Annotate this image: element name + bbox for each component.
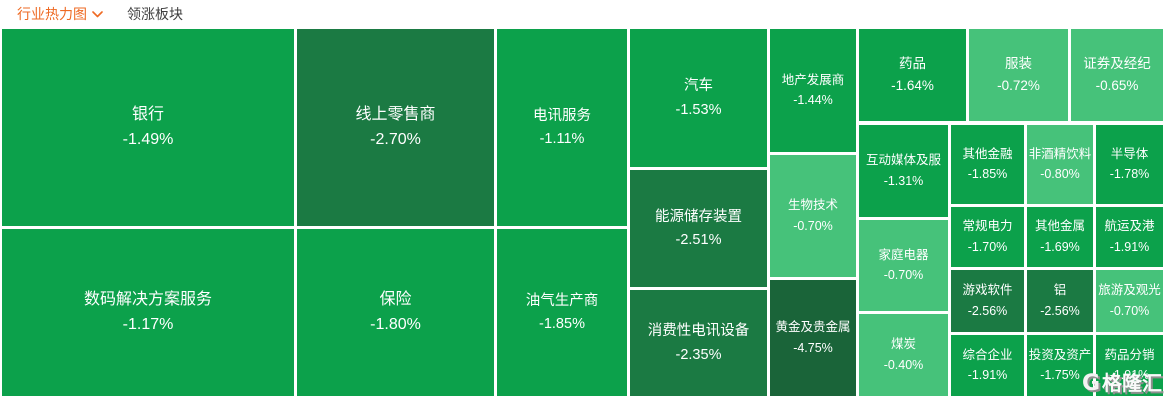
tile-change: -4.75% xyxy=(793,340,833,355)
tile-label: 综合企业 xyxy=(962,347,1013,362)
treemap-tile[interactable]: 非酒精饮料 -0.80% xyxy=(1027,125,1093,204)
tile-change: -1.53% xyxy=(675,101,722,118)
tile-label: 铝 xyxy=(1053,283,1067,297)
tile-label: 药品 xyxy=(899,55,926,71)
treemap-tile[interactable]: 半导体 -1.78% xyxy=(1096,125,1163,204)
tile-label: 消费性电讯设备 xyxy=(647,323,750,340)
tile-label: 服装 xyxy=(1005,55,1032,71)
tile-change: -0.40% xyxy=(883,357,924,372)
tile-label: 其他金属 xyxy=(1034,219,1085,233)
treemap-tile[interactable]: 数码解决方案服务 -1.17% xyxy=(2,229,294,396)
treemap-tile[interactable]: 汽车 -1.53% xyxy=(630,29,767,167)
treemap-tile[interactable]: 常规电力 -1.70% xyxy=(951,207,1024,267)
tile-label: 电讯服务 xyxy=(533,107,591,124)
tile-change: -1.91% xyxy=(1109,239,1150,254)
tile-change: -1.85% xyxy=(967,167,1008,181)
tile-label: 保险 xyxy=(379,290,412,308)
treemap-tile[interactable]: 其他金属 -1.69% xyxy=(1027,207,1093,267)
tile-change: -0.80% xyxy=(1040,167,1080,181)
tile-label: 煤炭 xyxy=(890,337,916,351)
tile-label: 投资及资产 xyxy=(1028,347,1092,362)
treemap-tile[interactable]: 能源储存装置 -2.51% xyxy=(630,170,767,287)
treemap-tile[interactable]: 银行 -1.49% xyxy=(2,29,294,226)
tile-label: 常规电力 xyxy=(962,219,1013,233)
tab-industry-heatmap[interactable]: 行业热力图 xyxy=(17,4,103,24)
treemap-tile[interactable]: 家庭电器 -0.70% xyxy=(859,220,948,311)
tile-change: -1.70% xyxy=(967,239,1008,254)
tile-change: -1.64% xyxy=(891,77,934,93)
tile-label: 生物技术 xyxy=(787,198,838,212)
treemap-tile[interactable]: 航运及港 -1.91% xyxy=(1096,207,1163,267)
treemap-tile[interactable]: 保险 -1.80% xyxy=(297,229,494,396)
treemap-tile[interactable]: 消费性电讯设备 -2.35% xyxy=(630,290,767,396)
treemap-tile[interactable]: 铝 -2.56% xyxy=(1027,270,1093,332)
treemap-tile[interactable]: 药品分销 -1.91% xyxy=(1096,335,1163,396)
tile-change: -1.91% xyxy=(967,368,1008,382)
tile-label: 家庭电器 xyxy=(878,247,929,262)
treemap-tile[interactable]: 其他金融 -1.85% xyxy=(951,125,1024,204)
treemap-tile[interactable]: 服装 -0.72% xyxy=(969,29,1068,121)
tab-leading-sectors[interactable]: 领涨板块 xyxy=(127,4,183,24)
tile-change: -1.85% xyxy=(539,316,585,332)
treemap-tile[interactable]: 煤炭 -0.40% xyxy=(859,314,948,396)
tile-change: -0.70% xyxy=(793,218,833,233)
tile-label: 非酒精饮料 xyxy=(1028,146,1092,161)
tile-change: -0.70% xyxy=(1109,303,1150,318)
tile-label: 互动媒体及服 xyxy=(865,153,941,167)
tile-label: 线上零售商 xyxy=(355,105,436,123)
tile-change: -0.65% xyxy=(1095,77,1139,93)
tile-change: -0.72% xyxy=(997,77,1040,93)
tile-change: -1.91% xyxy=(1109,368,1150,382)
tile-label: 汽车 xyxy=(684,78,713,95)
tile-label: 半导体 xyxy=(1110,146,1149,161)
tile-change: -2.35% xyxy=(675,346,722,363)
tile-change: -1.78% xyxy=(1109,167,1150,181)
tile-change: -1.44% xyxy=(793,93,833,107)
treemap-tile[interactable]: 生物技术 -0.70% xyxy=(770,155,856,277)
tile-label: 药品分销 xyxy=(1104,347,1155,362)
tile-change: -1.17% xyxy=(122,316,174,333)
treemap-tile[interactable]: 黄金及贵金属 -4.75% xyxy=(770,280,856,396)
treemap-tile[interactable]: 地产发展商 -1.44% xyxy=(770,29,856,152)
tile-label: 黄金及贵金属 xyxy=(775,320,851,334)
treemap-tile[interactable]: 综合企业 -1.91% xyxy=(951,335,1024,396)
tile-label: 油气生产商 xyxy=(525,292,599,309)
treemap-tile[interactable]: 游戏软件 -2.56% xyxy=(951,270,1024,332)
tile-change: -2.51% xyxy=(675,232,722,248)
tile-change: -1.80% xyxy=(370,316,421,333)
tile-change: -1.69% xyxy=(1040,239,1080,254)
tile-change: -2.56% xyxy=(1040,303,1080,318)
tab-industry-heatmap-label: 行业热力图 xyxy=(17,6,87,22)
treemap-tile[interactable]: 投资及资产 -1.75% xyxy=(1027,335,1093,396)
treemap-tile[interactable]: 药品 -1.64% xyxy=(859,29,966,121)
tile-change: -1.75% xyxy=(1040,368,1080,382)
tile-label: 数码解决方案服务 xyxy=(83,290,212,308)
tile-change: -1.11% xyxy=(539,131,585,147)
tile-change: -2.70% xyxy=(370,131,421,148)
tile-change: -1.49% xyxy=(122,131,174,148)
treemap-tile[interactable]: 线上零售商 -2.70% xyxy=(297,29,494,226)
tile-change: -1.31% xyxy=(883,173,924,188)
chevron-down-icon xyxy=(92,10,103,18)
treemap-tile[interactable]: 互动媒体及服 -1.31% xyxy=(859,125,948,217)
tab-leading-sectors-label: 领涨板块 xyxy=(127,6,183,22)
tile-label: 地产发展商 xyxy=(781,72,845,87)
treemap-tile[interactable]: 电讯服务 -1.11% xyxy=(497,29,627,226)
tile-label: 能源储存装置 xyxy=(655,208,742,225)
tile-label: 航运及港 xyxy=(1104,219,1155,233)
treemap-tile[interactable]: 旅游及观光 -0.70% xyxy=(1096,270,1163,332)
tile-label: 其他金融 xyxy=(962,146,1013,161)
tile-label: 游戏软件 xyxy=(962,283,1013,297)
tile-change: -2.56% xyxy=(967,303,1008,318)
tile-change: -0.70% xyxy=(883,268,924,282)
tile-label: 银行 xyxy=(131,105,164,123)
treemap-tile[interactable]: 油气生产商 -1.85% xyxy=(497,229,627,396)
tile-label: 旅游及观光 xyxy=(1098,283,1161,297)
treemap-tile[interactable]: 证券及经纪 -0.65% xyxy=(1071,29,1163,121)
tile-label: 证券及经纪 xyxy=(1083,55,1151,71)
panel-header: 行业热力图 领涨板块 xyxy=(0,0,1165,28)
